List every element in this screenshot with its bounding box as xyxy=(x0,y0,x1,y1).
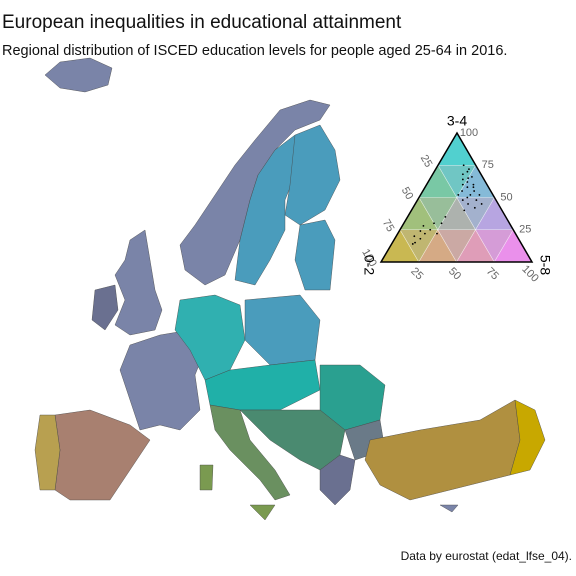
data-point xyxy=(468,168,470,171)
ternary-cell xyxy=(419,165,457,198)
title: European inequalities in educational att… xyxy=(2,12,402,33)
tick-label: 25 xyxy=(418,153,435,170)
tick-label: 25 xyxy=(519,224,531,236)
data-point xyxy=(466,170,469,173)
data-point xyxy=(466,181,469,183)
ternary-cell xyxy=(456,165,495,198)
ternary-cell xyxy=(400,229,438,262)
subtitle: Regional distribution of ISCED education… xyxy=(2,43,507,59)
data-point xyxy=(414,241,416,244)
ternary-cell xyxy=(456,197,495,230)
ternary-cell xyxy=(494,229,532,262)
data-point xyxy=(469,194,472,196)
ternary-cell xyxy=(437,229,476,262)
data-point xyxy=(463,209,466,212)
ternary-cell xyxy=(419,197,457,230)
ternary-outline xyxy=(379,131,534,263)
data-point xyxy=(462,164,465,167)
tick-label: 25 xyxy=(408,265,425,282)
sardinia xyxy=(199,464,214,491)
data-point xyxy=(466,186,469,189)
finland xyxy=(284,124,341,226)
greece xyxy=(319,454,356,506)
tick-label: 50 xyxy=(500,191,512,203)
data-point xyxy=(433,222,435,225)
grid-line xyxy=(437,165,495,263)
data-point xyxy=(478,194,481,196)
cyprus xyxy=(439,504,459,513)
grid-line xyxy=(456,197,495,263)
ireland xyxy=(91,284,119,331)
data-point xyxy=(436,232,438,235)
data-point xyxy=(440,222,443,225)
map xyxy=(34,57,546,521)
spain xyxy=(54,409,151,501)
data-point xyxy=(419,237,422,240)
data-point xyxy=(413,235,416,238)
portugal xyxy=(34,414,61,491)
data-point xyxy=(457,194,460,196)
data-point xyxy=(467,177,470,180)
tick-label: 50 xyxy=(399,185,416,202)
poland xyxy=(244,294,321,366)
data-point xyxy=(480,203,483,205)
data-point xyxy=(471,175,473,178)
axis-title: 3-4 xyxy=(447,113,467,129)
data-point xyxy=(429,228,432,231)
grid-line xyxy=(418,165,477,263)
data-point xyxy=(461,190,463,192)
data-point xyxy=(461,173,464,176)
ternary-cell xyxy=(475,229,514,262)
data-point xyxy=(472,183,475,186)
data-point xyxy=(461,183,464,186)
axis-title: 5-8 xyxy=(537,255,553,275)
tick-label: 75 xyxy=(380,217,397,234)
tick-label: 75 xyxy=(482,159,494,171)
ternary-cell xyxy=(438,165,476,198)
ternary-cell xyxy=(418,229,457,262)
turkey-east xyxy=(509,399,546,476)
data-point xyxy=(419,230,422,232)
ternary-cell xyxy=(475,197,514,230)
data-point xyxy=(424,232,426,235)
data-point xyxy=(411,243,414,245)
data-point xyxy=(472,186,475,189)
iceland xyxy=(44,57,113,93)
data-point xyxy=(467,203,469,205)
ternary-cell xyxy=(456,229,495,262)
tick-label: 50 xyxy=(446,265,463,282)
ternary-cell xyxy=(438,133,476,166)
sicily xyxy=(249,504,276,521)
axis-title: 0-2 xyxy=(361,255,377,275)
turkey xyxy=(364,399,521,501)
data-point xyxy=(466,196,469,199)
data-point xyxy=(461,199,464,201)
ternary-cell xyxy=(381,229,419,262)
ternary-cell xyxy=(400,197,438,230)
data-point xyxy=(461,178,464,181)
baltics xyxy=(294,219,336,291)
italy xyxy=(209,404,291,501)
grid-line xyxy=(493,229,514,263)
data-point xyxy=(475,199,478,201)
tick-label: 100 xyxy=(460,127,478,139)
data-point xyxy=(422,224,425,227)
caption: Data by eurostat (edat_lfse_04). xyxy=(401,549,572,563)
grid-line xyxy=(399,229,420,263)
data-point xyxy=(473,190,476,192)
ternary-cell xyxy=(437,197,476,230)
data-point xyxy=(444,215,447,218)
tick-label: 75 xyxy=(484,265,501,282)
data-point xyxy=(473,206,476,209)
uk xyxy=(114,229,163,336)
